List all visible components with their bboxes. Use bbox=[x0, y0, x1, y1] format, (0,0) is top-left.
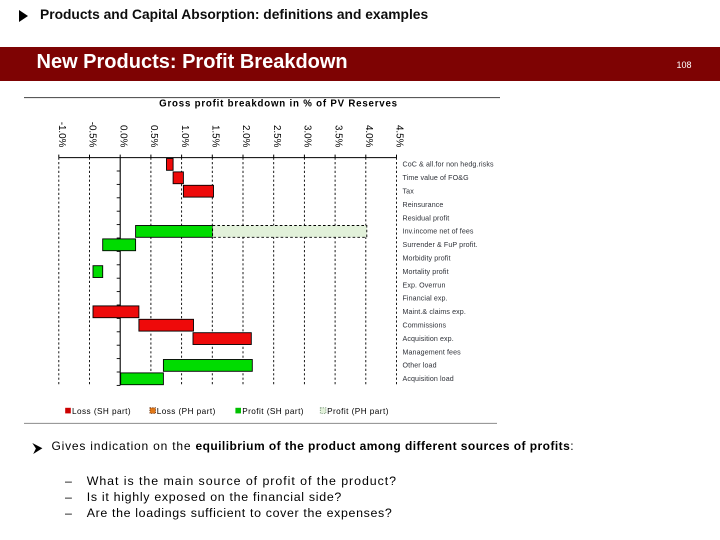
svg-text:Maint.& claims exp.: Maint.& claims exp. bbox=[403, 308, 466, 316]
svg-text:-0.5%: -0.5% bbox=[87, 122, 98, 148]
svg-text:Gross profit breakdown in % of: Gross profit breakdown in % of PV Reserv… bbox=[159, 98, 398, 109]
svg-text:Surrender & FuP profit.: Surrender & FuP profit. bbox=[403, 241, 478, 249]
svg-text:Reinsurance: Reinsurance bbox=[403, 201, 444, 209]
svg-text:3.0%: 3.0% bbox=[302, 125, 313, 148]
svg-text:2.0%: 2.0% bbox=[240, 125, 251, 148]
svg-text:Exp. Overrun: Exp. Overrun bbox=[403, 281, 446, 289]
svg-text:Inv.income net of fees: Inv.income net of fees bbox=[403, 228, 474, 236]
svg-text:2.5%: 2.5% bbox=[271, 125, 282, 148]
svg-text:Loss (PH part): Loss (PH part) bbox=[157, 407, 216, 416]
svg-text:Other load: Other load bbox=[403, 362, 437, 370]
svg-text:Residual profit: Residual profit bbox=[403, 214, 450, 222]
svg-text:Loss (SH part): Loss (SH part) bbox=[72, 407, 131, 416]
svg-text:Acquisition load: Acquisition load bbox=[403, 375, 454, 383]
svg-text:Tax: Tax bbox=[403, 188, 415, 196]
svg-text:1.0%: 1.0% bbox=[179, 125, 190, 148]
svg-text:4.0%: 4.0% bbox=[363, 125, 374, 148]
svg-text:Commissions: Commissions bbox=[403, 322, 447, 330]
svg-text:3.5%: 3.5% bbox=[332, 125, 343, 148]
svg-text:4.5%: 4.5% bbox=[394, 125, 405, 148]
svg-text:Profit (PH part): Profit (PH part) bbox=[327, 407, 389, 416]
svg-text:0.5%: 0.5% bbox=[148, 125, 159, 148]
svg-text:1.5%: 1.5% bbox=[210, 125, 221, 148]
svg-text:0.0%: 0.0% bbox=[117, 125, 128, 148]
svg-text:Financial exp.: Financial exp. bbox=[403, 295, 448, 303]
svg-text:Acquisition exp.: Acquisition exp. bbox=[403, 335, 454, 343]
svg-text:Time value of FO&G: Time value of FO&G bbox=[403, 174, 469, 182]
svg-text:Morbidity profit: Morbidity profit bbox=[403, 255, 451, 263]
svg-text:Mortality profit: Mortality profit bbox=[403, 268, 449, 276]
svg-text:CoC & all.for non hedg.risks: CoC & all.for non hedg.risks bbox=[403, 161, 494, 169]
svg-text:-1.0%: -1.0% bbox=[56, 122, 67, 148]
svg-text:Management fees: Management fees bbox=[403, 348, 462, 356]
svg-text:Profit (SH part): Profit (SH part) bbox=[242, 407, 304, 416]
